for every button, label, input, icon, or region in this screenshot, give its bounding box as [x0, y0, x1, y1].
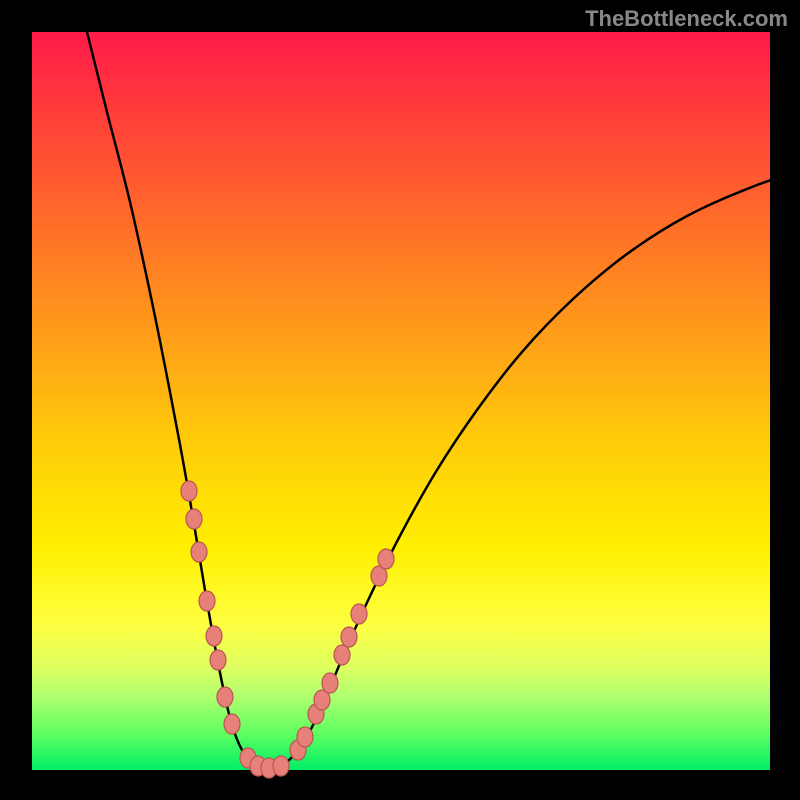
data-marker [351, 604, 367, 624]
data-marker [378, 549, 394, 569]
data-marker [210, 650, 226, 670]
data-marker [297, 727, 313, 747]
data-marker [186, 509, 202, 529]
data-marker [322, 673, 338, 693]
data-marker [199, 591, 215, 611]
data-marker [206, 626, 222, 646]
data-marker [181, 481, 197, 501]
data-marker [224, 714, 240, 734]
data-marker [341, 627, 357, 647]
data-marker [191, 542, 207, 562]
bottleneck-curve [0, 0, 800, 800]
watermark-text: TheBottleneck.com [585, 6, 788, 32]
data-marker [273, 756, 289, 776]
curve-path [87, 32, 800, 769]
data-marker [334, 645, 350, 665]
data-marker [217, 687, 233, 707]
